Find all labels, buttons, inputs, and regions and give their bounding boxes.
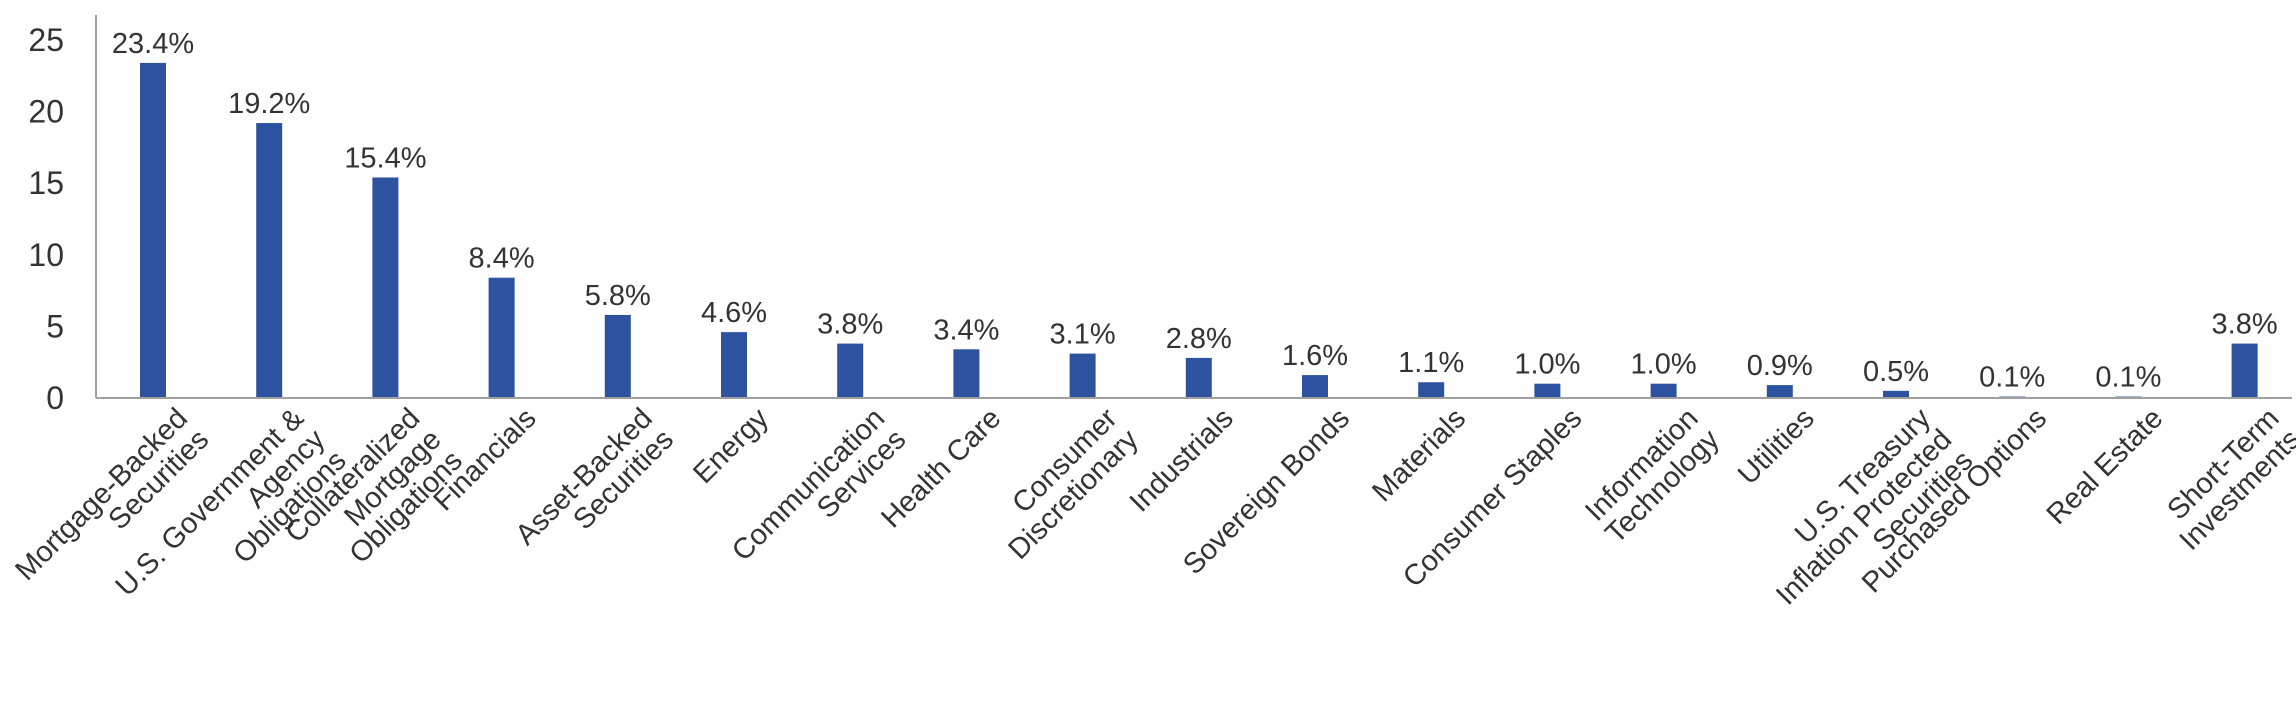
bar [1883, 390, 1909, 398]
bar [256, 123, 283, 398]
y-tick-label: 10 [28, 237, 64, 273]
category-label-line: Energy [687, 402, 775, 490]
bar [604, 314, 631, 398]
data-label: 1.0% [1631, 349, 1697, 381]
y-tick-label: 5 [46, 308, 64, 344]
data-label: 3.8% [2212, 309, 2278, 341]
y-tick-label: 0 [46, 380, 64, 416]
bar [1069, 353, 1096, 398]
data-label: 3.1% [1050, 319, 1116, 351]
category-label-line: Real Estate [2041, 402, 2170, 531]
y-tick-label: 15 [28, 165, 64, 201]
bar [953, 349, 980, 398]
data-label: 2.8% [1166, 323, 1232, 355]
category-label: Industrials [1124, 402, 1240, 518]
category-label-line: Utilities [1732, 402, 1821, 491]
bars-group [140, 62, 2258, 399]
data-label: 0.5% [1863, 356, 1929, 388]
data-label: 4.6% [701, 297, 767, 329]
data-label: 23.4% [112, 28, 194, 60]
bar [1302, 375, 1328, 398]
data-label: 1.0% [1514, 349, 1580, 381]
data-label: 19.2% [228, 88, 310, 120]
category-label: Materials [1366, 402, 1472, 508]
data-label: 15.4% [344, 142, 426, 174]
y-tick-label: 25 [28, 22, 64, 58]
data-label: 0.1% [1979, 362, 2045, 394]
category-label: Utilities [1732, 402, 1821, 491]
data-labels-group: 23.4% 19.2% 15.4% 8.4% 5.8% 4.6% 3.8% 3.4% 3.1% 2… [112, 28, 2278, 394]
y-axis-tick-labels: 0 5 10 15 20 25 [28, 22, 64, 416]
data-label: 3.4% [933, 314, 999, 346]
bar [372, 177, 399, 398]
data-label: 8.4% [469, 243, 535, 275]
bar [1185, 357, 1212, 398]
category-label-line: Materials [1366, 402, 1472, 508]
bar [488, 277, 515, 398]
data-label: 3.8% [817, 309, 883, 341]
bar [837, 343, 864, 398]
category-label-line: Health Care [875, 402, 1007, 534]
bar [140, 62, 166, 399]
data-label: 5.8% [585, 280, 651, 312]
category-label: Energy [687, 402, 775, 490]
bar [721, 332, 747, 398]
category-label: Health Care [875, 402, 1007, 534]
bar [1534, 383, 1561, 398]
bar [1650, 383, 1677, 398]
y-tick-label: 20 [28, 94, 64, 130]
category-label: Real Estate [2041, 402, 2170, 531]
data-label: 0.1% [2095, 362, 2161, 394]
data-label: 1.6% [1282, 340, 1348, 372]
data-label: 1.1% [1398, 347, 1464, 379]
bar [1418, 382, 1445, 398]
bar [2231, 343, 2258, 398]
category-label-line: Industrials [1124, 402, 1240, 518]
bar [1766, 385, 1793, 398]
data-label: 0.9% [1747, 350, 1813, 382]
